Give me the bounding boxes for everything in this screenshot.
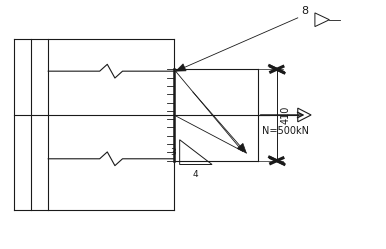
Text: 3: 3: [170, 148, 176, 157]
Text: 4: 4: [193, 170, 199, 179]
Polygon shape: [237, 143, 246, 153]
Polygon shape: [176, 64, 186, 71]
Text: 8: 8: [301, 6, 308, 16]
Text: 410: 410: [281, 106, 291, 124]
Text: N=500kN: N=500kN: [262, 126, 309, 136]
